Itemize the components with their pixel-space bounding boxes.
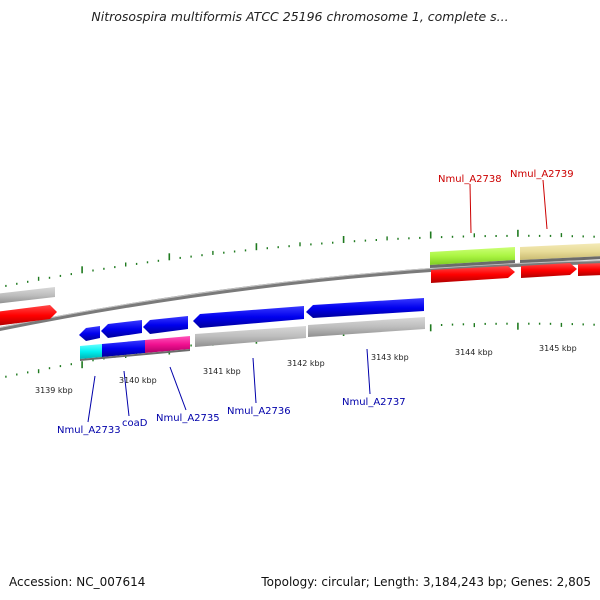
- leader-coad: [123, 370, 130, 417]
- gene-label-nmul-a2738[interactable]: Nmul_A2738: [438, 174, 502, 185]
- gene-feature-nmul-a2738-shadow: [430, 260, 515, 268]
- leader-nmul-a2735: [169, 366, 187, 411]
- gene-feature-nmul-a2737[interactable]: [308, 317, 425, 337]
- leader-nmul-a2739: [542, 179, 548, 230]
- map-title: Nitrosospira multiformis ATCC 25196 chro…: [91, 9, 509, 24]
- forward-strand-features: [0, 243, 600, 326]
- gene-feature-red-right[interactable]: [521, 263, 577, 278]
- scale-label-3139: 3139 kbp: [35, 386, 73, 395]
- chromosome-backbone: [0, 260, 600, 332]
- gene-feature-red-left[interactable]: [0, 305, 57, 326]
- gene-feature-red-edge[interactable]: [578, 263, 600, 276]
- gene-label-nmul-a2737[interactable]: Nmul_A2737: [342, 397, 406, 408]
- scale-label-3140: 3140 kbp: [119, 376, 157, 385]
- genome-summary-text: Topology: circular; Length: 3,184,243 bp…: [261, 575, 591, 589]
- gene-feature-coad[interactable]: [102, 340, 145, 357]
- gene-feature-shadow-row: [80, 349, 190, 361]
- leader-nmul-a2737: [366, 348, 371, 395]
- leader-nmul-a2733: [87, 375, 96, 423]
- label-leader-lines: [87, 179, 548, 423]
- gene-label-nmul-a2736[interactable]: Nmul_A2736: [227, 406, 291, 417]
- gene-labels: Nmul_A2738 Nmul_A2739 Nmul_A2733 coaD Nm…: [57, 169, 574, 436]
- scale-label-3143: 3143 kbp: [371, 353, 409, 362]
- gene-feature-small-blue[interactable]: [79, 326, 100, 341]
- gene-feature-blue-4[interactable]: [193, 306, 304, 328]
- scale-label-3145: 3145 kbp: [539, 344, 577, 353]
- scale-label-3141: 3141 kbp: [203, 367, 241, 376]
- accession-text: Accession: NC_007614: [9, 575, 146, 589]
- gene-feature-nmul-a2738[interactable]: [430, 247, 515, 265]
- gene-feature-gray-left[interactable]: [0, 287, 55, 304]
- reverse-strand-features: [79, 298, 425, 361]
- chromosome-backbone-highlight: [0, 260, 600, 329]
- leader-nmul-a2738: [469, 183, 472, 234]
- gene-feature-nmul-a2739-shadow: [520, 256, 600, 263]
- gene-feature-blue-3[interactable]: [143, 316, 188, 334]
- scale-labels: 3139 kbp 3140 kbp 3141 kbp 3142 kbp 3143…: [35, 344, 577, 395]
- gene-feature-nmul-a2739[interactable]: [520, 243, 600, 260]
- gene-label-nmul-a2739[interactable]: Nmul_A2739: [510, 169, 574, 180]
- gene-label-nmul-a2735[interactable]: Nmul_A2735: [156, 413, 220, 424]
- scale-label-3144: 3144 kbp: [455, 348, 493, 357]
- gene-feature-nmul-a2733[interactable]: [80, 344, 102, 359]
- gene-label-nmul-a2733[interactable]: Nmul_A2733: [57, 425, 121, 436]
- scale-label-3142: 3142 kbp: [287, 359, 325, 368]
- gene-feature-blue-2[interactable]: [101, 320, 142, 338]
- gene-feature-blue-5[interactable]: [306, 298, 424, 318]
- outer-tick-ring: [5, 229, 595, 287]
- gene-feature-nmul-a2735[interactable]: [145, 336, 190, 353]
- gene-label-coad[interactable]: coaD: [122, 418, 148, 429]
- leader-nmul-a2736: [252, 357, 257, 404]
- gene-feature-red-mid[interactable]: [431, 266, 515, 283]
- gene-feature-nmul-a2736[interactable]: [195, 326, 306, 347]
